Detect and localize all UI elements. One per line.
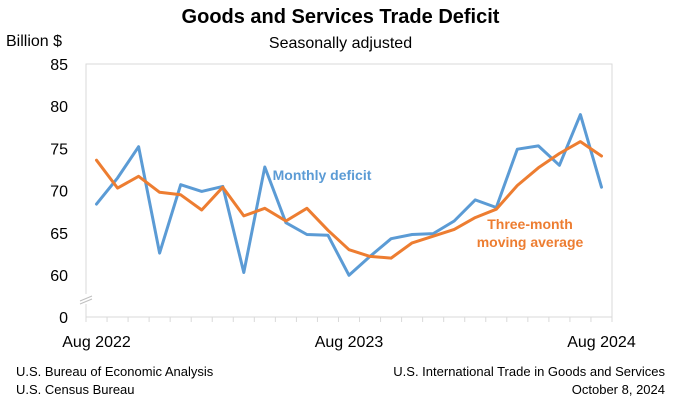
series-label-line: Three-month: [487, 216, 573, 232]
y-tick-label-70: 70: [50, 184, 68, 201]
footer-release-name: U.S. International Trade in Goods and Se…: [393, 364, 665, 379]
y-tick-label-0: 0: [59, 310, 68, 327]
footer-source-census: U.S. Census Bureau: [16, 382, 135, 397]
y-tick-label-65: 65: [50, 226, 68, 243]
footer-source-bea: U.S. Bureau of Economic Analysis: [16, 364, 214, 379]
y-tick-label-85: 85: [50, 57, 68, 74]
series-label-three-month-average: Three-month moving average: [477, 216, 584, 250]
x-tick-label: Aug 2024: [567, 334, 636, 351]
chart-title: Goods and Services Trade Deficit: [181, 6, 500, 28]
x-tick-label: Aug 2022: [62, 334, 131, 351]
x-axis: Aug 2022 Aug 2023 Aug 2024: [62, 317, 636, 351]
y-axis-label: Billion $: [6, 33, 63, 50]
y-tick-label-75: 75: [50, 141, 68, 158]
series-labels: Monthly deficit Three-month moving average: [273, 167, 584, 250]
series-label-line: moving average: [477, 234, 584, 250]
footer-release-date: October 8, 2024: [571, 382, 665, 397]
y-tick-label-80: 80: [50, 99, 68, 116]
x-tick-label: Aug 2023: [315, 334, 384, 351]
axis-break-mark: [79, 295, 93, 305]
series-line-monthly-deficit: [95, 113, 603, 277]
plot-area: [85, 63, 613, 318]
y-axis: 0 60 65 70 75 80 85: [50, 57, 93, 327]
series-label-monthly-deficit: Monthly deficit: [273, 167, 372, 183]
series-line-three-month-average: [95, 140, 603, 260]
chart-subtitle: Seasonally adjusted: [268, 35, 413, 52]
y-tick-label-60: 60: [50, 268, 68, 285]
footer-release: U.S. International Trade in Goods and Se…: [393, 363, 665, 399]
series-group: [95, 113, 603, 277]
footer-source: U.S. Bureau of Economic Analysis U.S. Ce…: [16, 363, 213, 399]
